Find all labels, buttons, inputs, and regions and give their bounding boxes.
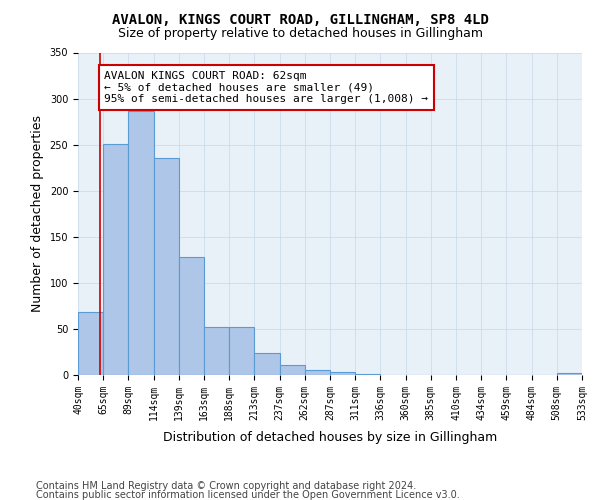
Bar xyxy=(330,372,355,375)
Bar xyxy=(103,144,128,375)
Bar xyxy=(128,110,154,375)
Text: Size of property relative to detached houses in Gillingham: Size of property relative to detached ho… xyxy=(118,28,482,40)
Text: AVALON, KINGS COURT ROAD, GILLINGHAM, SP8 4LD: AVALON, KINGS COURT ROAD, GILLINGHAM, SP… xyxy=(112,12,488,26)
Bar xyxy=(229,327,254,375)
Bar xyxy=(78,312,103,375)
Text: AVALON KINGS COURT ROAD: 62sqm
← 5% of detached houses are smaller (49)
95% of s: AVALON KINGS COURT ROAD: 62sqm ← 5% of d… xyxy=(104,71,428,104)
Bar xyxy=(254,353,280,375)
Y-axis label: Number of detached properties: Number of detached properties xyxy=(31,116,44,312)
Bar xyxy=(557,373,582,375)
Bar xyxy=(355,374,380,375)
Bar xyxy=(154,158,179,375)
Bar xyxy=(204,327,229,375)
Text: Contains HM Land Registry data © Crown copyright and database right 2024.: Contains HM Land Registry data © Crown c… xyxy=(36,481,416,491)
Text: Contains public sector information licensed under the Open Government Licence v3: Contains public sector information licen… xyxy=(36,490,460,500)
X-axis label: Distribution of detached houses by size in Gillingham: Distribution of detached houses by size … xyxy=(163,431,497,444)
Bar xyxy=(179,257,204,375)
Bar xyxy=(280,365,305,375)
Bar xyxy=(305,370,330,375)
